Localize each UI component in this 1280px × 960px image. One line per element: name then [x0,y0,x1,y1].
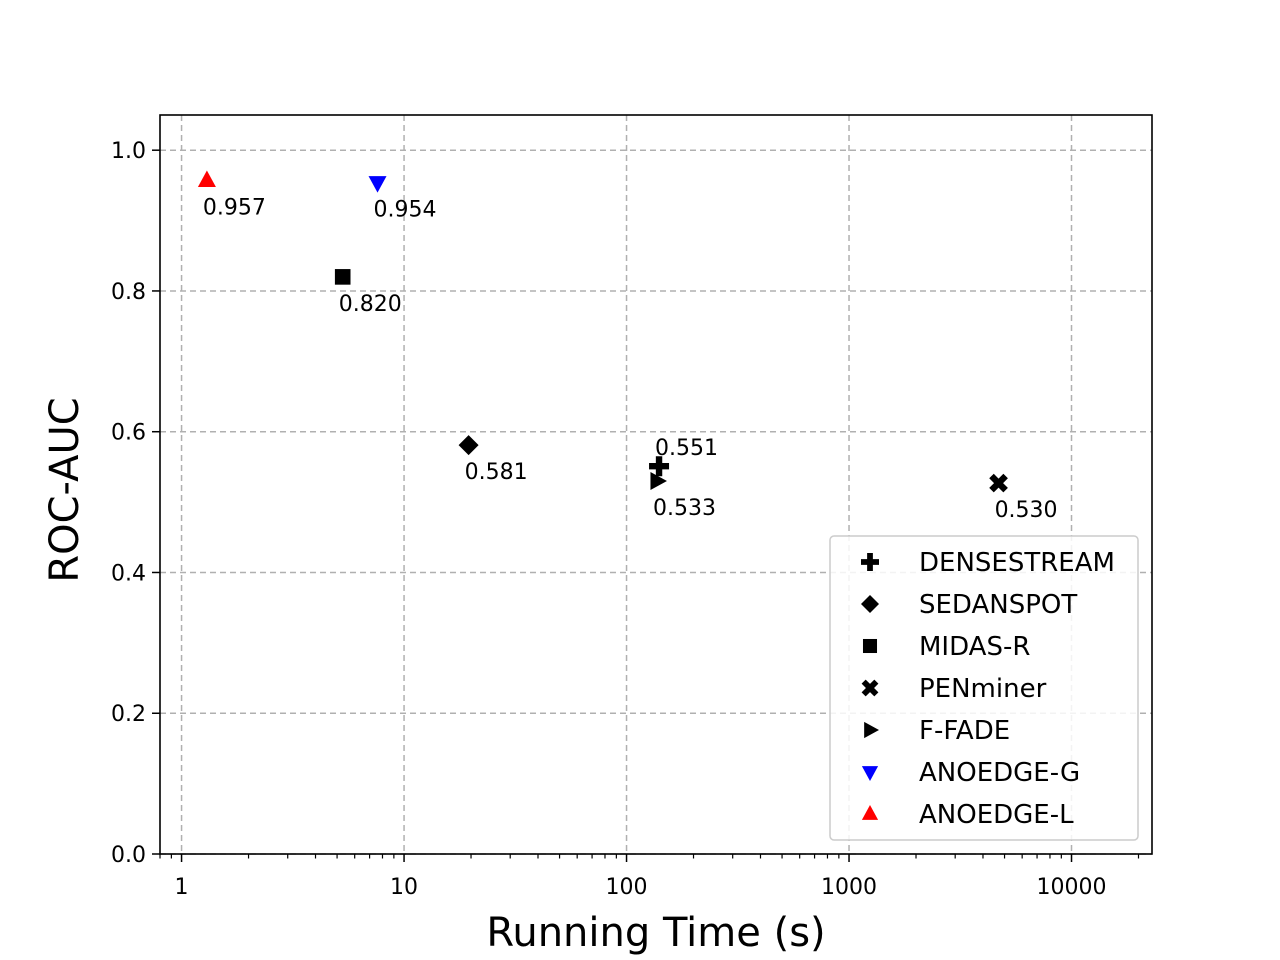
legend-label-anoedge-g: ANOEDGE-G [919,758,1080,788]
legend-marker-midas-r [862,638,878,654]
x-tick-label: 1000 [821,875,877,900]
y-tick-label: 1.0 [111,139,146,164]
x-tick-label: 100 [606,875,648,900]
x-tick-label: 1 [175,875,189,900]
point-sedanspot [458,435,479,456]
legend-label-midas-r: MIDAS-R [919,632,1030,662]
point-densestream [649,456,670,477]
data-label-f-fade: 0.533 [653,496,716,521]
y-tick-label: 0.6 [111,421,146,446]
ticks: 1 10 100 1000 10000 0.0 0.2 0.4 0.6 0.8 1.0 [111,139,1140,900]
data-label-anoedge-g: 0.954 [374,198,437,223]
y-tick-label: 0.8 [111,280,146,305]
legend: DENSESTREAM SEDANSPOT MIDAS-R PENminer F-FAD… [829,535,1139,841]
legend-label-f-fade: F-FADE [919,716,1010,746]
legend-label-sedanspot: SEDANSPOT [919,590,1077,620]
y-tick-label: 0.2 [111,702,146,727]
data-label-sedanspot: 0.581 [465,460,528,485]
legend-marker-penminer [861,679,879,697]
legend-label-densestream: DENSESTREAM [919,548,1115,578]
legend-marker-f-fade [864,721,879,739]
legend-marker-anoedge-l [861,805,879,820]
point-penminer [989,473,1008,493]
point-midas-r [334,269,351,285]
point-anoedge-g [368,176,387,193]
data-labels: 0.551 0.581 0.820 0.530 0.533 0.954 0.957 [203,195,1058,523]
y-tick-label: 0.4 [111,561,146,586]
legend-marker-densestream [861,553,879,571]
point-anoedge-l [197,170,216,187]
data-points [197,170,1008,493]
data-label-midas-r: 0.820 [339,292,402,317]
y-axis-title: ROC-AUC [42,397,88,582]
legend-label-anoedge-l: ANOEDGE-L [919,800,1074,830]
legend-label-penminer: PENminer [919,674,1047,704]
data-label-densestream: 0.551 [655,436,718,461]
data-label-penminer: 0.530 [995,498,1058,523]
legend-marker-anoedge-g [861,766,879,781]
point-f-fade [650,471,667,490]
x-tick-label: 10000 [1037,875,1107,900]
x-axis-title: Running Time (s) [486,910,825,956]
x-tick-label: 10 [390,875,418,900]
legend-marker-sedanspot [861,595,879,613]
y-tick-label: 0.0 [111,843,146,868]
data-label-anoedge-l: 0.957 [203,195,266,220]
plot-frame [159,114,1153,855]
legend-box [829,535,1139,841]
